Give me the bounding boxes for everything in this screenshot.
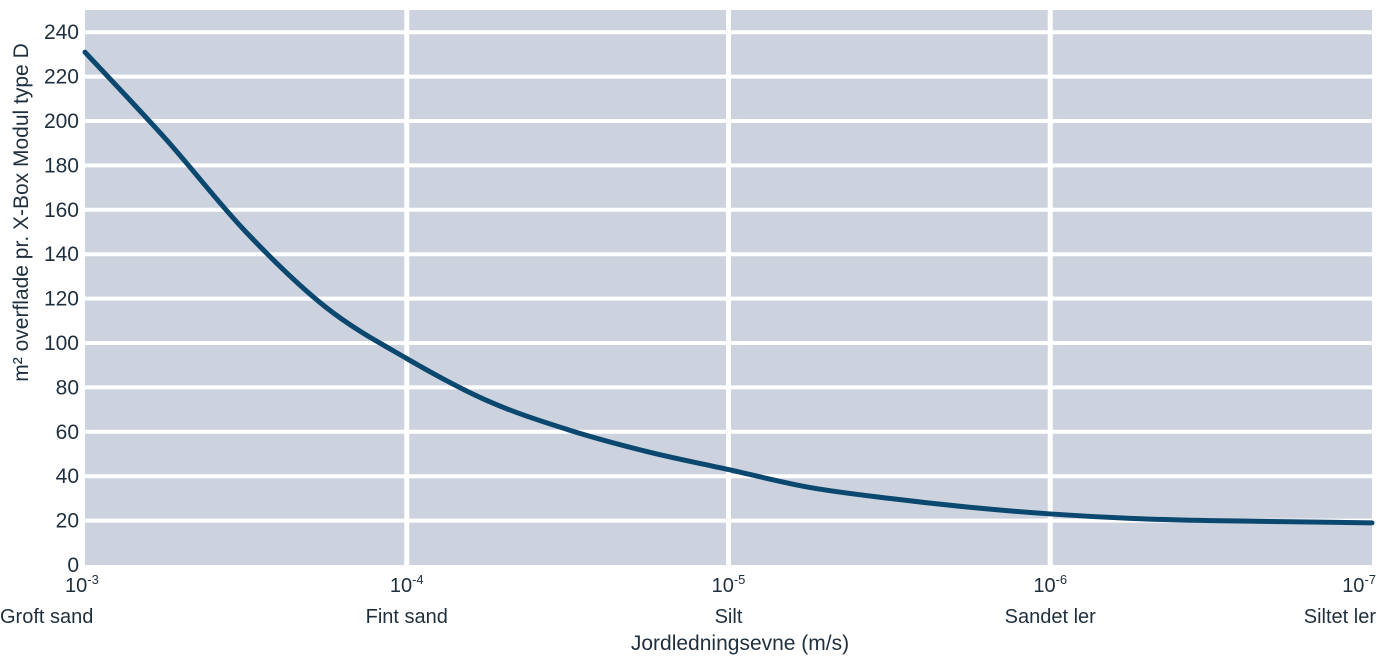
x-tick-base: 10 bbox=[1342, 575, 1364, 597]
x-axis-title: Jordledningsevne (m/s) bbox=[631, 632, 849, 655]
grid-lines bbox=[85, 10, 1372, 565]
y-tick-label: 80 bbox=[56, 376, 79, 399]
y-tick-label: 200 bbox=[44, 110, 79, 133]
y-tick-label: 120 bbox=[44, 288, 79, 311]
x-tick-label: 10-5 bbox=[712, 572, 746, 597]
x-tick-base: 10 bbox=[1033, 575, 1055, 597]
x-tick-exponent: -7 bbox=[1364, 572, 1376, 587]
x-category-label: Silt bbox=[715, 606, 743, 628]
y-tick-label: 40 bbox=[56, 465, 79, 488]
series-line bbox=[82, 49, 1375, 526]
y-tick-label: 180 bbox=[44, 154, 79, 177]
y-axis-ticks: 0 20 40 60 80 100 120 140 160 180 200 220 240 bbox=[44, 21, 79, 577]
x-tick-exponent: -4 bbox=[412, 572, 424, 587]
x-tick-label: 10-4 bbox=[390, 572, 424, 597]
y-axis-title: m² overflade pr. X-Box Modul type D bbox=[10, 43, 33, 381]
x-category-label: Siltet ler bbox=[1304, 606, 1377, 628]
y-tick-label: 140 bbox=[44, 243, 79, 266]
x-tick-exponent: -3 bbox=[87, 572, 99, 587]
x-category-label: Sandet ler bbox=[1005, 606, 1097, 628]
y-tick-label: 220 bbox=[44, 66, 79, 89]
x-tick-label: 10-6 bbox=[1033, 572, 1067, 597]
x-tick-base: 10 bbox=[390, 575, 412, 597]
x-tick-base: 10 bbox=[65, 575, 87, 597]
x-category-label: Fint sand bbox=[366, 606, 448, 628]
y-tick-label: 100 bbox=[44, 332, 79, 355]
x-tick-base: 10 bbox=[712, 575, 734, 597]
y-tick-label: 240 bbox=[44, 21, 79, 44]
x-tick-label: 10-7 bbox=[1342, 572, 1376, 597]
y-tick-label: 20 bbox=[56, 510, 79, 533]
series-layer bbox=[82, 49, 1375, 526]
x-category-label: Groft sand bbox=[0, 606, 93, 628]
y-tick-label: 0 bbox=[67, 554, 79, 577]
y-tick-label: 160 bbox=[44, 199, 79, 222]
x-tick-label: 10-3 bbox=[65, 572, 99, 597]
x-tick-exponent: -5 bbox=[734, 572, 746, 587]
x-tick-exponent: -6 bbox=[1056, 572, 1068, 587]
y-tick-label: 60 bbox=[56, 421, 79, 444]
